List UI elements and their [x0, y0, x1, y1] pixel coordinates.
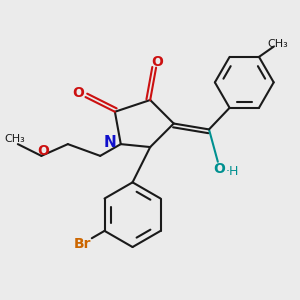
Text: ·H: ·H [225, 165, 239, 178]
Text: N: N [104, 135, 117, 150]
Text: O: O [37, 144, 49, 158]
Text: Br: Br [74, 237, 91, 251]
Text: O: O [72, 86, 84, 100]
Text: CH₃: CH₃ [4, 134, 25, 144]
Text: CH₃: CH₃ [268, 39, 289, 49]
Text: O: O [152, 56, 164, 69]
Text: O: O [213, 162, 225, 176]
